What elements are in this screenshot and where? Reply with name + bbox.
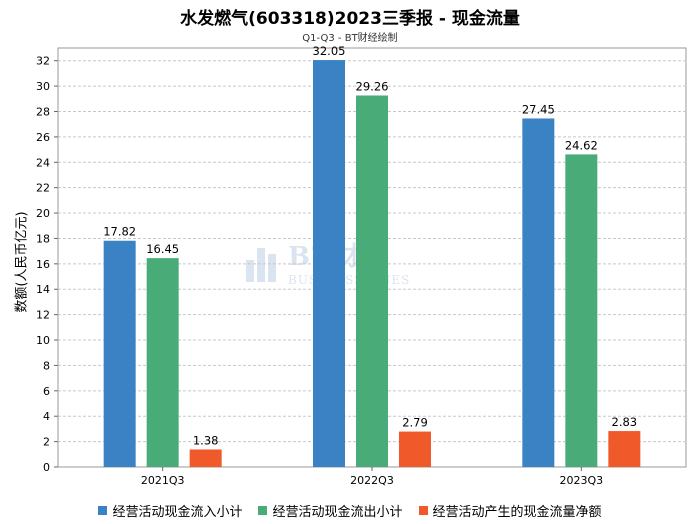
y-tick-label: 32 [36,55,50,68]
y-tick-label: 6 [43,385,50,398]
legend-label: 经营活动现金流出小计 [272,505,403,520]
bar [189,449,222,467]
y-tick-label: 24 [36,156,50,169]
legend-swatch [98,506,108,515]
y-tick-label: 26 [36,131,50,144]
bar [356,95,388,467]
y-tick-label: 10 [36,334,50,347]
data-label: 24.62 [565,138,598,152]
bar [313,60,345,467]
legend-label: 经营活动现金流入小计 [112,505,243,520]
legend-item: 经营活动现金流出小计 [258,501,403,520]
bar [399,431,431,467]
y-tick-label: 12 [36,309,50,322]
bar [103,240,136,467]
data-label: 27.45 [522,102,555,116]
y-tick-label: 2 [43,436,50,449]
x-tick-label: 2023Q3 [560,474,604,487]
chart-subtitle: Q1-Q3 - BT财经绘制 [302,33,398,44]
data-label: 1.38 [193,433,219,447]
legend: 经营活动现金流入小计 经营活动现金流出小计 经营活动产生的现金流量净额 [0,501,700,520]
bar [565,154,598,467]
legend-swatch [418,506,428,515]
legend-item: 经营活动现金流入小计 [98,501,242,520]
data-label: 32.05 [313,44,346,58]
y-tick-label: 4 [43,410,50,423]
y-tick-label: 22 [36,182,50,195]
x-tick-label: 2021Q3 [141,474,185,487]
data-label: 16.45 [146,242,179,256]
x-tick-label: 2022Q3 [350,474,394,487]
y-tick-label: 0 [43,461,50,474]
bar [522,118,555,467]
bar [608,431,641,467]
y-tick-label: 16 [36,258,50,271]
data-label: 2.79 [402,416,428,430]
data-label: 29.26 [356,79,389,93]
y-tick-label: 20 [36,207,50,220]
y-tick-label: 18 [36,232,50,245]
y-tick-label: 14 [36,283,50,296]
y-tick-label: 28 [36,105,50,118]
legend-swatch [258,506,268,515]
data-label: 17.82 [103,225,136,239]
y-tick-label: 30 [36,80,50,93]
legend-label: 经营活动产生的现金流量净额 [432,505,602,520]
bar [146,258,179,467]
chart-title: 水发燃气(603318)2023三季报 - 现金流量 [180,9,520,29]
data-label: 2.83 [612,415,638,429]
legend-item: 经营活动产生的现金流量净额 [418,501,602,520]
y-tick-label: 8 [43,359,50,372]
